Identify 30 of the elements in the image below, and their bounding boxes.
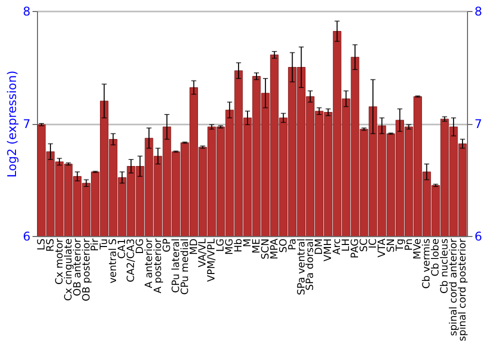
x-tick-label: MVe (412, 238, 424, 260)
x-tick-label: GP (162, 238, 173, 252)
x-tick-label: spinal cord posterior (458, 238, 469, 342)
y2-tick-label: 8 (474, 4, 482, 18)
x-tick-label: SCN (260, 238, 272, 260)
x-tick-label: A anterior (144, 238, 155, 288)
x-tick-label: LS (36, 238, 48, 250)
x-tick-label: IC (368, 238, 379, 248)
x-tick-label: CPu medial (180, 238, 191, 295)
x-tick-label: Cb lobe (430, 238, 442, 276)
x-tick-label: MPA (269, 238, 280, 260)
x-tick-label: SC (358, 238, 370, 252)
y2-tick-label: 6 (474, 230, 482, 244)
x-tick-label: OB anterior (72, 238, 84, 296)
x-tick-label: SO (278, 238, 290, 253)
x-tick-label: ME (251, 238, 262, 254)
x-tick-label: DG (135, 238, 146, 254)
x-tick-label: Tg (394, 238, 406, 252)
y-tick-label: 7 (22, 117, 30, 131)
y-axis-title: Log2 (expression) (4, 70, 19, 178)
y-tick-label: 6 (22, 230, 30, 244)
x-tick-label: VTA (376, 238, 388, 258)
x-tick-label: RS (45, 238, 56, 252)
x-tick-label: A posterior (152, 238, 164, 294)
y-tick-label: 8 (22, 4, 30, 18)
x-tick-label: Cx cingulate (63, 238, 74, 301)
x-tick-label: OB posterior (81, 238, 92, 302)
x-tick-label: SN (386, 238, 397, 252)
y2-tick-label: 7 (474, 117, 482, 131)
x-tick-label: Pa (287, 238, 298, 250)
